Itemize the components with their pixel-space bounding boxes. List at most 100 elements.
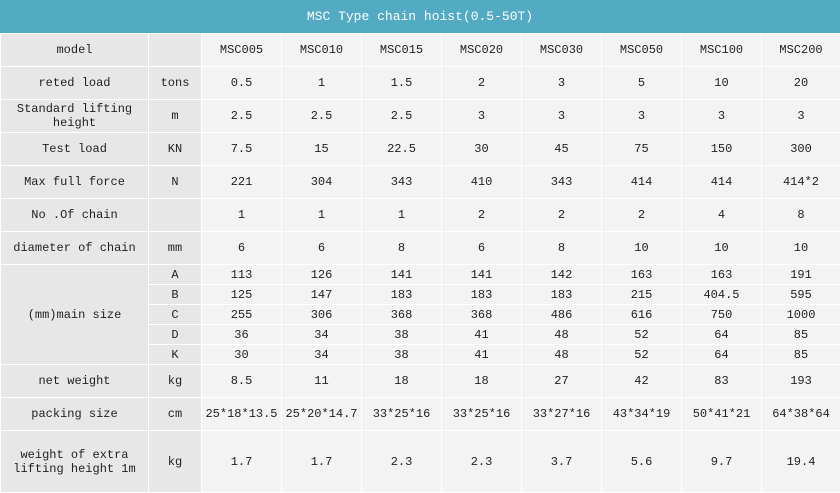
value-cell: 83 [682, 365, 762, 398]
value-cell: 183 [522, 285, 602, 305]
unit-cell: kg [149, 431, 202, 493]
value-cell: 1.7 [202, 431, 282, 493]
value-cell: 2 [602, 199, 682, 232]
value-cell: 8 [362, 232, 442, 265]
row-label: Standard lifting height [1, 100, 149, 133]
unit-cell: N [149, 166, 202, 199]
row-label: Max full force [1, 166, 149, 199]
unit-cell [149, 199, 202, 232]
value-cell: 10 [682, 232, 762, 265]
value-cell: 2.3 [362, 431, 442, 493]
value-cell: 75 [602, 133, 682, 166]
value-cell: 4 [682, 199, 762, 232]
value-cell: 34 [282, 325, 362, 345]
value-cell: 3 [682, 100, 762, 133]
value-cell: 255 [202, 305, 282, 325]
value-cell: 6 [442, 232, 522, 265]
value-cell: 6 [202, 232, 282, 265]
value-cell: 163 [682, 265, 762, 285]
model-cell: MSC200 [762, 34, 840, 67]
value-cell: 50*41*21 [682, 398, 762, 431]
value-cell: 15 [282, 133, 362, 166]
row-label: weight of extra lifting height 1m [1, 431, 149, 493]
unit-cell: m [149, 100, 202, 133]
value-cell: 41 [442, 345, 522, 365]
value-cell: 150 [682, 133, 762, 166]
value-cell: 141 [442, 265, 522, 285]
model-cell: MSC005 [202, 34, 282, 67]
value-cell: 22.5 [362, 133, 442, 166]
unit-cell: C [149, 305, 202, 325]
value-cell: 2.5 [282, 100, 362, 133]
row-label: No .Of chain [1, 199, 149, 232]
value-cell: 486 [522, 305, 602, 325]
row-label: reted load [1, 67, 149, 100]
value-cell: 48 [522, 345, 602, 365]
value-cell: 3.7 [522, 431, 602, 493]
value-cell: 750 [682, 305, 762, 325]
unit-cell: cm [149, 398, 202, 431]
model-cell: MSC050 [602, 34, 682, 67]
row-label: packing size [1, 398, 149, 431]
value-cell: 215 [602, 285, 682, 305]
value-cell: 42 [602, 365, 682, 398]
value-cell: 193 [762, 365, 840, 398]
model-cell: MSC010 [282, 34, 362, 67]
value-cell: 410 [442, 166, 522, 199]
value-cell: 3 [522, 100, 602, 133]
value-cell: 85 [762, 325, 840, 345]
value-cell: 5.6 [602, 431, 682, 493]
value-cell: 38 [362, 345, 442, 365]
row-label: Test load [1, 133, 149, 166]
value-cell: 368 [442, 305, 522, 325]
value-cell: 414 [602, 166, 682, 199]
value-cell: 616 [602, 305, 682, 325]
unit-cell: K [149, 345, 202, 365]
model-cell: MSC020 [442, 34, 522, 67]
value-cell: 1000 [762, 305, 840, 325]
value-cell: 343 [522, 166, 602, 199]
row-label: model [1, 34, 149, 67]
unit-cell: B [149, 285, 202, 305]
value-cell: 18 [442, 365, 522, 398]
value-cell: 1.5 [362, 67, 442, 100]
value-cell: 64*38*64 [762, 398, 840, 431]
value-cell: 183 [362, 285, 442, 305]
value-cell: 7.5 [202, 133, 282, 166]
value-cell: 30 [442, 133, 522, 166]
unit-cell: mm [149, 232, 202, 265]
unit-cell [149, 34, 202, 67]
value-cell: 9.7 [682, 431, 762, 493]
value-cell: 125 [202, 285, 282, 305]
value-cell: 19.4 [762, 431, 840, 493]
value-cell: 147 [282, 285, 362, 305]
row-label: diameter of chain [1, 232, 149, 265]
value-cell: 126 [282, 265, 362, 285]
value-cell: 306 [282, 305, 362, 325]
value-cell: 595 [762, 285, 840, 305]
value-cell: 10 [762, 232, 840, 265]
value-cell: 2.5 [202, 100, 282, 133]
value-cell: 18 [362, 365, 442, 398]
model-cell: MSC015 [362, 34, 442, 67]
value-cell: 27 [522, 365, 602, 398]
value-cell: 48 [522, 325, 602, 345]
value-cell: 142 [522, 265, 602, 285]
value-cell: 141 [362, 265, 442, 285]
value-cell: 34 [282, 345, 362, 365]
value-cell: 221 [202, 166, 282, 199]
value-cell: 2 [442, 199, 522, 232]
value-cell: 191 [762, 265, 840, 285]
value-cell: 3 [442, 100, 522, 133]
